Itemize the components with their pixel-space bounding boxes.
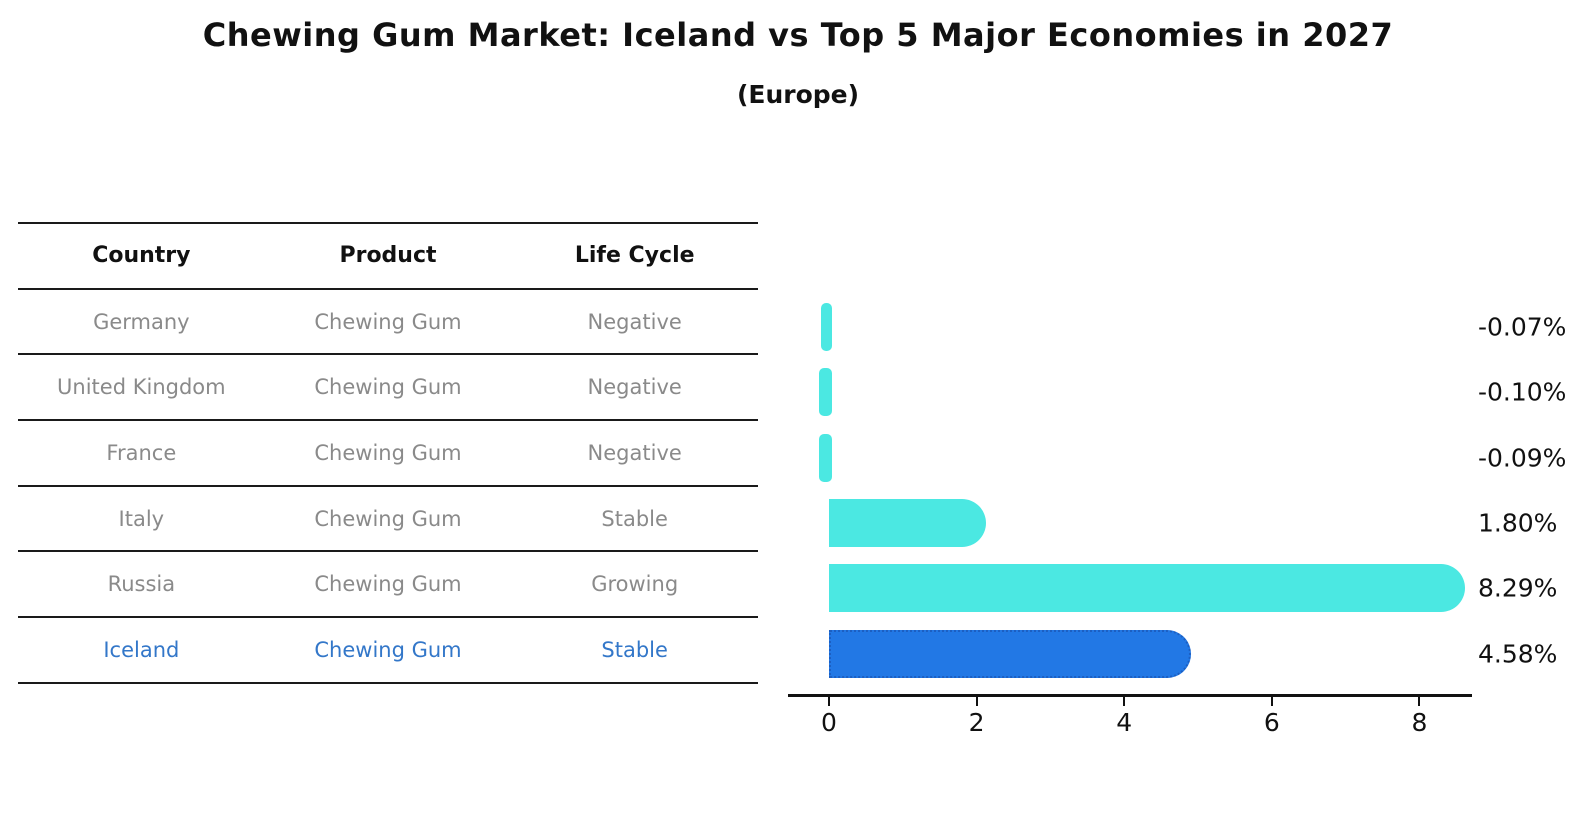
cell-country: Italy [118,506,165,531]
cell-product: Chewing Gum [314,637,462,662]
table-row-russia: Russia Chewing Gum Growing [18,550,758,616]
cell-life-cycle: Stable [601,637,668,662]
table-header-row: Country Product Life Cycle [18,222,758,288]
table-row-iceland: Iceland Chewing Gum Stable [18,616,758,684]
country-table: Country Product Life Cycle Germany Chewi… [18,222,758,684]
value-label-iceland: 4.58% [1478,639,1558,668]
x-axis-tick-label: 0 [821,708,837,737]
cell-life-cycle: Negative [587,309,682,334]
bar-united-kingdom [818,368,832,417]
bar-france [819,433,832,482]
column-header-country: Country [92,243,191,269]
table-row-germany: Germany Chewing Gum Negative [18,287,758,354]
cell-life-cycle: Stable [601,506,668,531]
bar-iceland [829,629,1191,678]
cell-product: Chewing Gum [314,572,462,597]
x-axis-tick [975,697,978,706]
x-axis-tick-label: 2 [968,708,985,737]
cell-life-cycle: Growing [591,572,679,597]
x-axis-tick-label: 4 [1116,708,1133,737]
x-axis-tick [828,697,830,706]
cell-life-cycle: Negative [587,440,682,465]
chart-subtitle: (Europe) [736,80,860,109]
table-row-united-kingdom: United Kingdom Chewing Gum Negative [18,353,758,419]
x-axis-tick-label: 8 [1411,708,1428,737]
cell-product: Chewing Gum [314,440,462,465]
cell-country: Russia [107,572,176,597]
value-label-russia: 8.29% [1478,573,1558,603]
cell-country: Iceland [103,637,180,662]
value-label-italy: 1.80% [1478,508,1558,538]
cell-product: Chewing Gum [314,506,462,531]
cell-product: Chewing Gum [314,309,462,334]
column-header-product: Product [339,243,437,269]
table-row-italy: Italy Chewing Gum Stable [18,484,758,551]
x-axis-tick-label: 6 [1263,708,1280,737]
bar-italy [829,498,986,547]
x-axis-tick [1418,697,1421,706]
cell-country: United Kingdom [57,375,226,400]
value-label-germany: -0.07% [1478,312,1567,342]
chart-title: Chewing Gum Market: Iceland vs Top 5 Maj… [202,16,1394,54]
value-label-france: -0.09% [1478,443,1567,473]
x-axis [788,694,1472,697]
bar-germany [820,303,832,351]
cell-country: Germany [93,309,190,334]
cell-product: Chewing Gum [314,375,462,400]
bar-russia [829,564,1465,613]
cell-country: France [106,440,177,465]
table-row-france: France Chewing Gum Negative [18,419,758,485]
cell-life-cycle: Negative [587,375,682,400]
value-label-united-kingdom: -0.10% [1478,377,1567,407]
x-axis-tick [1270,697,1273,706]
x-axis-tick [1123,697,1126,706]
column-header-life-cycle: Life Cycle [574,243,695,269]
